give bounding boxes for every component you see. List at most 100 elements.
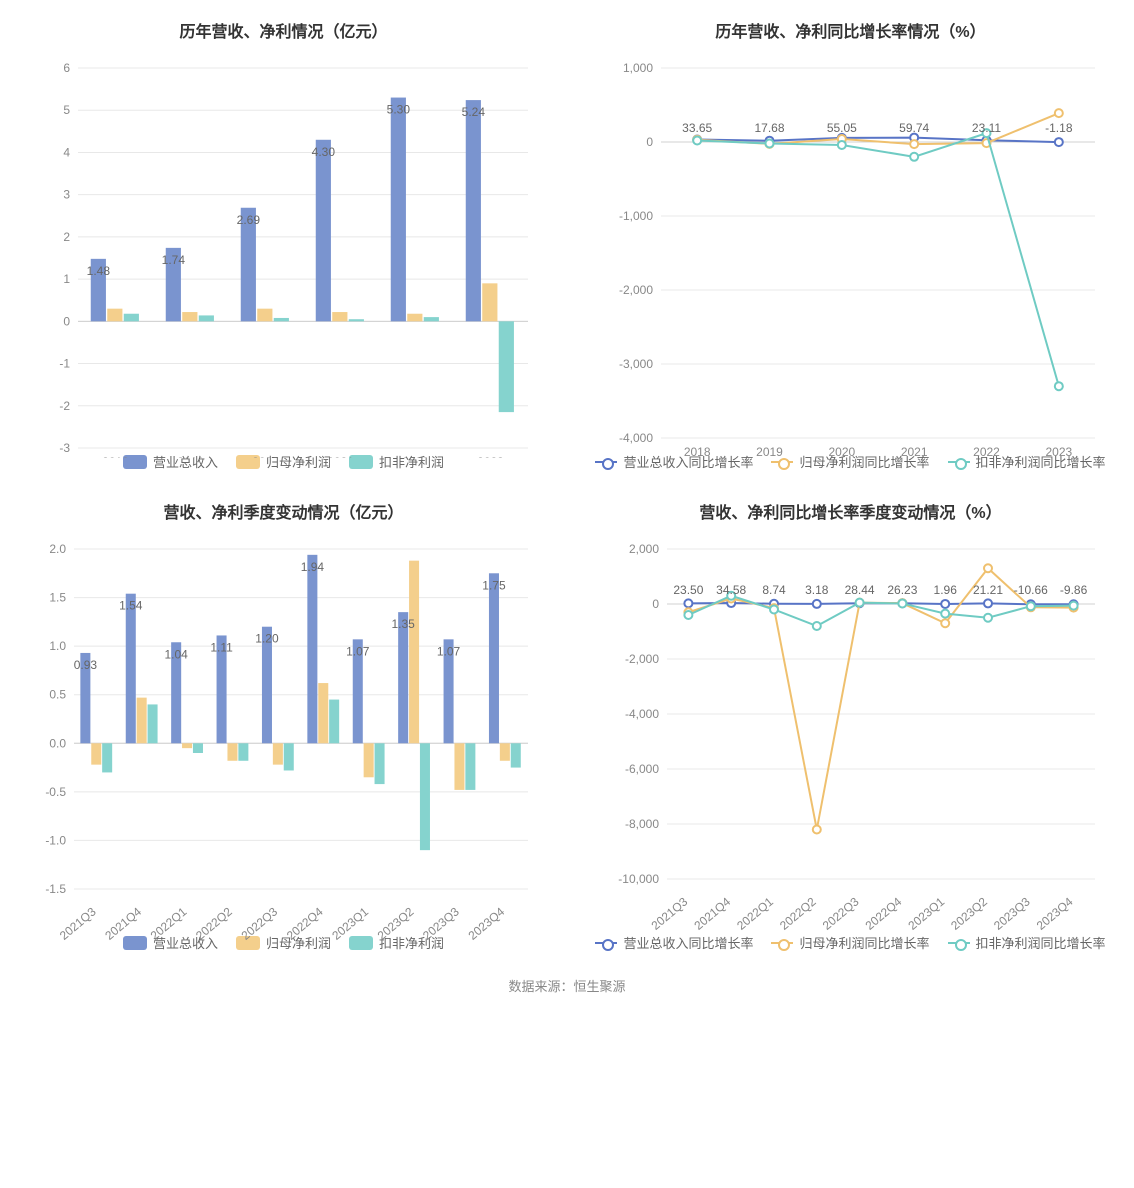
svg-text:2020: 2020 — [828, 445, 855, 458]
svg-text:1.07: 1.07 — [436, 644, 460, 658]
svg-text:3.18: 3.18 — [805, 583, 829, 597]
bar — [91, 743, 101, 764]
svg-text:2022Q3: 2022Q3 — [238, 904, 280, 942]
bar — [499, 743, 509, 760]
svg-text:2021Q3: 2021Q3 — [648, 894, 690, 932]
chart3-title: 营收、净利季度变动情况（亿元） — [10, 499, 557, 523]
panel-chart1: 历年营收、净利情况（亿元） -3-2-101234561.481.742.694… — [10, 10, 557, 471]
svg-text:-4,000: -4,000 — [624, 707, 658, 721]
bar — [123, 314, 138, 322]
bar — [107, 309, 122, 322]
svg-text:-2,000: -2,000 — [618, 283, 652, 297]
bar — [329, 700, 339, 744]
svg-text:1.5: 1.5 — [49, 591, 66, 605]
line-series — [688, 596, 1073, 626]
bar — [272, 743, 282, 764]
svg-text:1.20: 1.20 — [255, 632, 279, 646]
svg-text:-3: -3 — [59, 441, 70, 455]
svg-text:23.11: 23.11 — [971, 121, 1000, 135]
svg-text:1.75: 1.75 — [482, 578, 506, 592]
bar — [409, 561, 419, 744]
svg-text:2023Q4: 2023Q4 — [465, 904, 507, 942]
bar — [482, 283, 497, 321]
svg-text:1.74: 1.74 — [161, 253, 185, 267]
bar — [102, 743, 112, 772]
chart2-area: -4,000-3,000-2,000-1,00001,00033.6517.68… — [591, 58, 1111, 438]
svg-text:2023Q1: 2023Q1 — [905, 894, 947, 932]
panel-chart3: 营收、净利季度变动情况（亿元） -1.5-1.0-0.50.00.51.01.5… — [10, 491, 557, 952]
svg-text:2018: 2018 — [683, 445, 710, 458]
bar — [454, 743, 464, 790]
svg-text:-4,000: -4,000 — [618, 431, 652, 445]
svg-text:2023Q3: 2023Q3 — [991, 894, 1033, 932]
svg-text:2022Q4: 2022Q4 — [862, 894, 904, 932]
bar — [257, 309, 272, 322]
bar — [398, 612, 408, 743]
bar — [125, 594, 135, 744]
chart4-title: 营收、净利同比增长率季度变动情况（%） — [577, 499, 1124, 523]
bar — [273, 318, 288, 321]
svg-text:-3,000: -3,000 — [618, 357, 652, 371]
svg-text:17.68: 17.68 — [754, 121, 784, 135]
bar — [374, 743, 384, 784]
svg-text:-1: -1 — [59, 357, 70, 371]
svg-text:1.11: 1.11 — [210, 640, 233, 654]
svg-text:2023: 2023 — [1045, 445, 1072, 458]
bar — [510, 743, 520, 767]
bar — [498, 321, 513, 412]
svg-text:-8,000: -8,000 — [624, 817, 658, 831]
bar — [192, 743, 202, 753]
data-source-footer: 数据来源：恒生聚源 — [10, 976, 1124, 995]
svg-text:1.96: 1.96 — [933, 583, 957, 597]
bar — [348, 319, 363, 321]
svg-text:21.21: 21.21 — [972, 583, 1002, 597]
svg-text:26.23: 26.23 — [887, 583, 917, 597]
svg-text:-1.5: -1.5 — [45, 882, 66, 896]
svg-text:2022Q2: 2022Q2 — [777, 894, 819, 932]
svg-text:6: 6 — [63, 61, 70, 75]
panel-chart2: 历年营收、净利同比增长率情况（%） -4,000 -3,000 -2,000 -1,0… — [577, 10, 1124, 471]
svg-text:23.50: 23.50 — [673, 583, 703, 597]
svg-text:-2,000: -2,000 — [624, 652, 658, 666]
svg-text:2021Q4: 2021Q4 — [102, 904, 144, 942]
svg-text:33.65: 33.65 — [682, 121, 712, 135]
svg-text:2018: 2018 — [102, 455, 129, 458]
panel-chart4: 营收、净利同比增长率季度变动情况（%） -10,000-8,000-6,000-… — [577, 491, 1124, 952]
bar — [407, 314, 422, 322]
svg-text:0.0: 0.0 — [49, 736, 66, 750]
svg-text:1.48: 1.48 — [86, 264, 110, 278]
svg-text:2023Q1: 2023Q1 — [329, 904, 371, 942]
svg-text:-6,000: -6,000 — [624, 762, 658, 776]
svg-text:2022: 2022 — [402, 455, 429, 458]
svg-text:2022Q1: 2022Q1 — [147, 904, 189, 942]
svg-text:-1,000: -1,000 — [618, 209, 652, 223]
svg-text:55.05: 55.05 — [826, 121, 856, 135]
svg-text:2019: 2019 — [177, 455, 204, 458]
svg-text:2022Q4: 2022Q4 — [283, 904, 325, 942]
svg-text:5.24: 5.24 — [461, 105, 485, 119]
svg-text:4: 4 — [63, 145, 70, 159]
svg-text:-10.66: -10.66 — [1013, 583, 1047, 597]
svg-text:2021Q4: 2021Q4 — [691, 894, 733, 932]
svg-text:2023Q2: 2023Q2 — [374, 904, 416, 942]
bar — [465, 100, 480, 321]
line-series — [697, 133, 1059, 386]
svg-text:2020: 2020 — [252, 455, 279, 458]
svg-text:2022Q1: 2022Q1 — [734, 894, 776, 932]
svg-text:1.94: 1.94 — [300, 560, 324, 574]
svg-text:-2: -2 — [59, 399, 70, 413]
bar — [315, 140, 330, 322]
svg-text:2021: 2021 — [900, 445, 927, 458]
svg-text:4.30: 4.30 — [311, 145, 335, 159]
svg-text:-9.86: -9.86 — [1059, 583, 1087, 597]
svg-text:2021: 2021 — [327, 455, 354, 458]
svg-text:2.0: 2.0 — [49, 542, 66, 556]
chart-grid: 历年营收、净利情况（亿元） -3-2-101234561.481.742.694… — [10, 10, 1124, 952]
svg-text:34.58: 34.58 — [716, 583, 746, 597]
svg-text:2,000: 2,000 — [628, 542, 658, 556]
chart1-area: -3-2-101234561.481.742.694.305.305.24201… — [24, 58, 544, 438]
chart2-title: 历年营收、净利同比增长率情况（%） — [577, 18, 1124, 42]
bar — [332, 312, 347, 321]
svg-text:28.44: 28.44 — [844, 583, 874, 597]
svg-text:2.69: 2.69 — [236, 213, 260, 227]
